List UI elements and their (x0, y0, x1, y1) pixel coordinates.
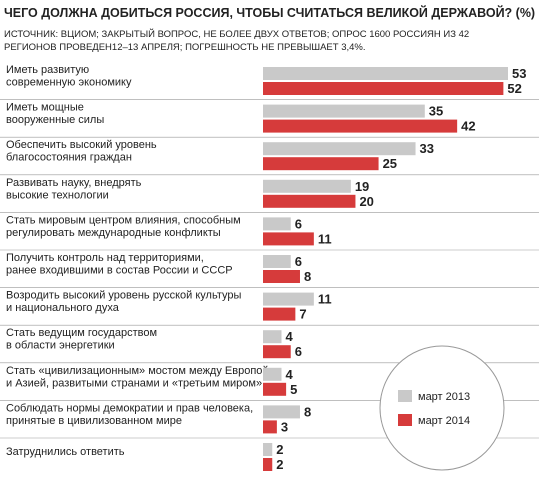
value-label: 20 (359, 194, 373, 209)
legend-swatch (398, 414, 412, 426)
legend-swatch (398, 390, 412, 402)
bar (263, 367, 282, 381)
bar (263, 255, 291, 268)
value-label: 4 (285, 329, 293, 344)
bar (263, 345, 291, 359)
legend-frame (379, 345, 505, 471)
bar (263, 142, 416, 156)
value-label: 7 (299, 307, 306, 322)
value-label: 4 (285, 367, 293, 382)
category-label: Получить контроль над территориями, ранее… (6, 252, 233, 277)
value-label: 11 (318, 292, 332, 307)
bar (263, 382, 287, 396)
subtitle: ИСТОЧНИК: ВЦИОМ; ЗАКРЫТЫЙ ВОПРОС, НЕ БОЛ… (4, 29, 470, 53)
bar (263, 179, 351, 193)
value-label: 52 (507, 81, 521, 96)
category-label: Развивать науку, внедрять высокие техноло… (6, 177, 142, 202)
value-label: 25 (383, 156, 397, 171)
bar (263, 194, 356, 208)
bar (263, 119, 458, 133)
category-label: Обеспечить высокий уровень благосостояния… (6, 139, 157, 164)
category-label: Стать ведущим государством в области энер… (6, 327, 157, 352)
value-label: 8 (304, 269, 311, 284)
bar (263, 443, 273, 456)
bar (263, 104, 425, 118)
category-label: Затруднились ответить (6, 446, 125, 458)
legend-label: март 2013 (418, 391, 470, 403)
value-label: 42 (461, 119, 475, 134)
bar (263, 82, 504, 95)
bar (263, 405, 300, 419)
bar (263, 157, 379, 171)
bar (263, 270, 300, 283)
value-label: 19 (355, 179, 369, 194)
chart-title: ЧЕГО ДОЛЖНА ДОБИТЬСЯ РОССИЯ, ЧТОБЫ СЧИТА… (4, 5, 535, 20)
value-label: 35 (429, 104, 443, 119)
category-label: Иметь развитую современную экономику (6, 64, 132, 89)
value-label: 2 (276, 457, 283, 472)
value-label: 8 (304, 404, 311, 419)
value-label: 3 (281, 419, 288, 434)
value-label: 2 (276, 442, 283, 457)
value-label: 5 (290, 382, 297, 397)
legend-label: март 2014 (418, 415, 470, 427)
bar (263, 292, 314, 306)
category-label: Стать мировым центром влияния, способным… (6, 214, 241, 239)
bar (263, 458, 273, 471)
value-label: 53 (512, 66, 526, 81)
value-label: 6 (295, 344, 302, 359)
value-label: 33 (420, 141, 434, 156)
bar (263, 330, 282, 344)
category-label: Возродить высокий уровень русской культу… (6, 290, 241, 315)
category-label: Иметь мощные вооруженные силы (6, 102, 104, 127)
bar (263, 232, 314, 246)
value-label: 6 (295, 216, 302, 231)
category-label: Соблюдать нормы демократии и прав челове… (6, 402, 253, 427)
value-label: 6 (295, 254, 302, 269)
bar (263, 307, 296, 321)
bar (263, 420, 277, 434)
category-label: Стать «цивилизационным» мостом между Евр… (6, 365, 269, 390)
bar (263, 217, 291, 231)
bar (263, 67, 508, 80)
value-label: 11 (318, 231, 332, 246)
